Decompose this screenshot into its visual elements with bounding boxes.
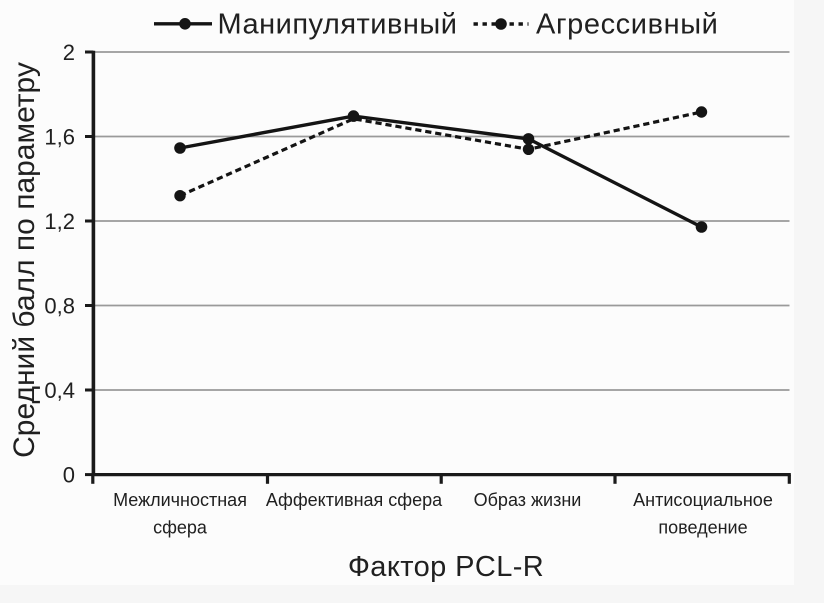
svg-text:1,6: 1,6	[44, 125, 75, 150]
svg-text:Манипулятивный: Манипулятивный	[218, 9, 458, 41]
svg-text:0: 0	[63, 463, 75, 488]
svg-text:Агрессивный: Агрессивный	[536, 9, 718, 41]
svg-text:0,8: 0,8	[44, 294, 75, 319]
svg-text:Аффективная сфера: Аффективная сфера	[266, 490, 443, 510]
svg-text:0,4: 0,4	[44, 378, 75, 403]
svg-text:Антисоциальное: Антисоциальное	[633, 490, 773, 510]
svg-text:сфера: сфера	[153, 518, 208, 538]
svg-text:2: 2	[63, 40, 75, 65]
svg-text:Фактор PCL-R: Фактор PCL-R	[348, 551, 544, 583]
svg-text:Образ жизни: Образ жизни	[474, 490, 582, 510]
svg-text:Межличностная: Межличностная	[113, 490, 247, 510]
svg-text:1,2: 1,2	[44, 209, 75, 234]
svg-text:Средний балл по параметру: Средний балл по параметру	[8, 62, 41, 458]
svg-text:поведение: поведение	[658, 518, 747, 538]
